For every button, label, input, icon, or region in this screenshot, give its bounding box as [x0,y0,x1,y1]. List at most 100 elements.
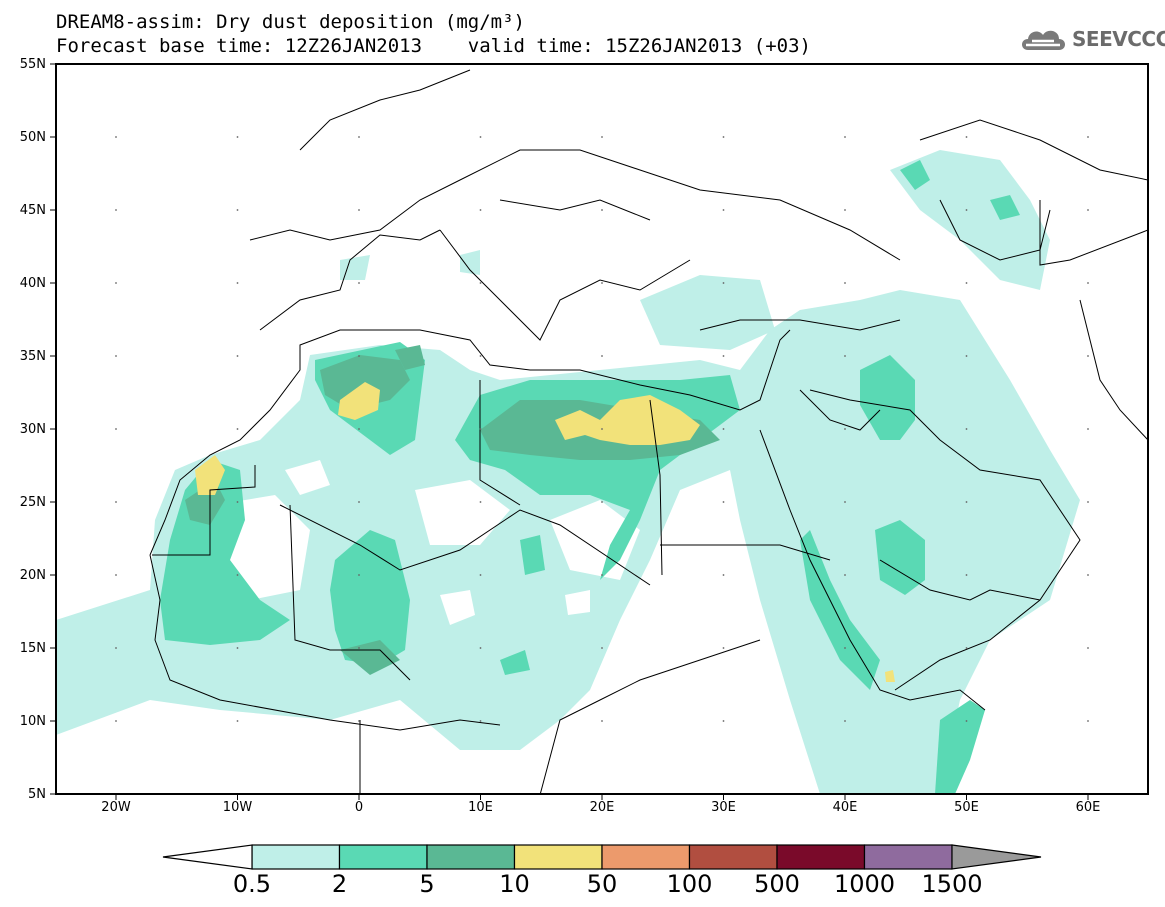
lat-label: 25N [19,495,46,510]
graticule-dot [115,501,117,503]
graticule-dot [601,501,603,503]
lon-label: 20W [101,800,131,815]
graticule-dot [844,647,846,649]
graticule-dot [722,720,725,722]
graticule-dot [358,647,360,649]
graticule-dot [479,720,482,722]
graticule-dot [236,647,239,649]
graticule-dot [722,574,725,576]
graticule-dot [965,647,968,649]
graticule-dot [115,282,117,284]
lon-label: 60E [1075,800,1101,815]
lat-label: 5N [28,787,46,802]
graticule-dot [844,574,846,576]
graticule-dot [479,136,482,138]
graticule-dot [236,355,239,357]
lat-label: 10N [19,714,46,729]
graticule-dot [1087,355,1089,357]
colorbar-cell [776,844,866,870]
graticule-dot [236,282,239,284]
colorbar-label: 1000 [833,870,896,898]
graticule-dot [479,428,482,430]
lon-label: 30E [711,800,736,815]
lon-label: 20E [589,800,615,815]
graticule-dot [844,355,846,357]
lat-label: 30N [19,422,46,437]
lat-label: 40N [19,276,46,291]
graticule-dot [965,209,968,211]
graticule-dot [965,574,968,576]
colorbar-label: 100 [666,870,713,898]
graticule-dot [844,501,846,503]
graticule-dot [358,501,360,503]
graticule-dot [601,647,603,649]
logo-text: SEEVCCC [1072,27,1165,51]
graticule-dot [358,136,360,138]
graticule-dot [479,647,482,649]
cloud-icon [1022,30,1065,50]
lat-label: 15N [19,641,46,656]
colorbar-label: 10 [499,870,530,898]
graticule-dot [358,209,360,211]
colorbar-cell [513,844,603,870]
forecast-times: Forecast base time: 12Z26JAN2013 valid t… [56,35,811,57]
graticule-dot [844,720,846,722]
graticule-dot [1087,501,1089,503]
colorbar-low-arrow [162,844,253,870]
graticule-dot [601,428,603,430]
graticule-dot [722,355,725,357]
graticule-dot [358,428,360,430]
colorbar-label: 0.5 [232,870,272,898]
lon-label: 50E [954,800,979,815]
graticule-dot [236,501,239,503]
graticule-dot [115,574,117,576]
graticule-dot [479,209,482,211]
graticule-dot [601,136,603,138]
colorbar-label: 50 [586,870,618,898]
colorbar-cell [688,844,778,870]
graticule-dot [965,282,968,284]
colorbar-label: 1500 [921,870,983,898]
graticule-dot [722,647,725,649]
colorbar-cell [338,844,428,870]
graticule-dot [115,355,117,357]
graticule-dot [965,428,968,430]
colorbar-cell [251,844,341,870]
graticule-dot [844,428,846,430]
graticule-dot [965,355,968,357]
graticule-dot [358,574,360,576]
graticule [115,136,1089,722]
graticule-dot [1087,574,1089,576]
graticule-dot [236,720,239,722]
lat-label: 35N [19,349,46,364]
colorbar-cell [601,844,691,870]
lat-label: 55N [19,57,46,72]
graticule-dot [479,574,482,576]
lon-label: 40E [832,800,858,815]
graticule-dot [358,720,360,722]
graticule-dot [844,209,846,211]
lat-label: 20N [19,568,46,583]
graticule-dot [965,501,968,503]
graticule-dot [1087,720,1089,722]
colorbar-label: 5 [419,870,435,898]
graticule-dot [1087,428,1089,430]
graticule-dot [1087,209,1089,211]
lon-label: 10E [468,800,493,815]
graticule-dot [115,136,117,138]
graticule-dot [1087,282,1089,284]
logo: SEEVCCC [1018,24,1165,54]
graticule-dot [844,136,846,138]
colorbar-cell [426,844,516,870]
graticule-dot [115,209,117,211]
graticule-dot [965,720,968,722]
graticule-dot [601,355,603,357]
colorbar-cell [863,844,953,870]
graticule-dot [358,355,360,357]
map-title: DREAM8-assim: Dry dust deposition (mg/m³… [56,11,525,33]
lat-label: 50N [19,130,46,145]
graticule-dot [601,574,603,576]
graticule-dot [601,282,603,284]
lat-label: 45N [19,203,46,218]
